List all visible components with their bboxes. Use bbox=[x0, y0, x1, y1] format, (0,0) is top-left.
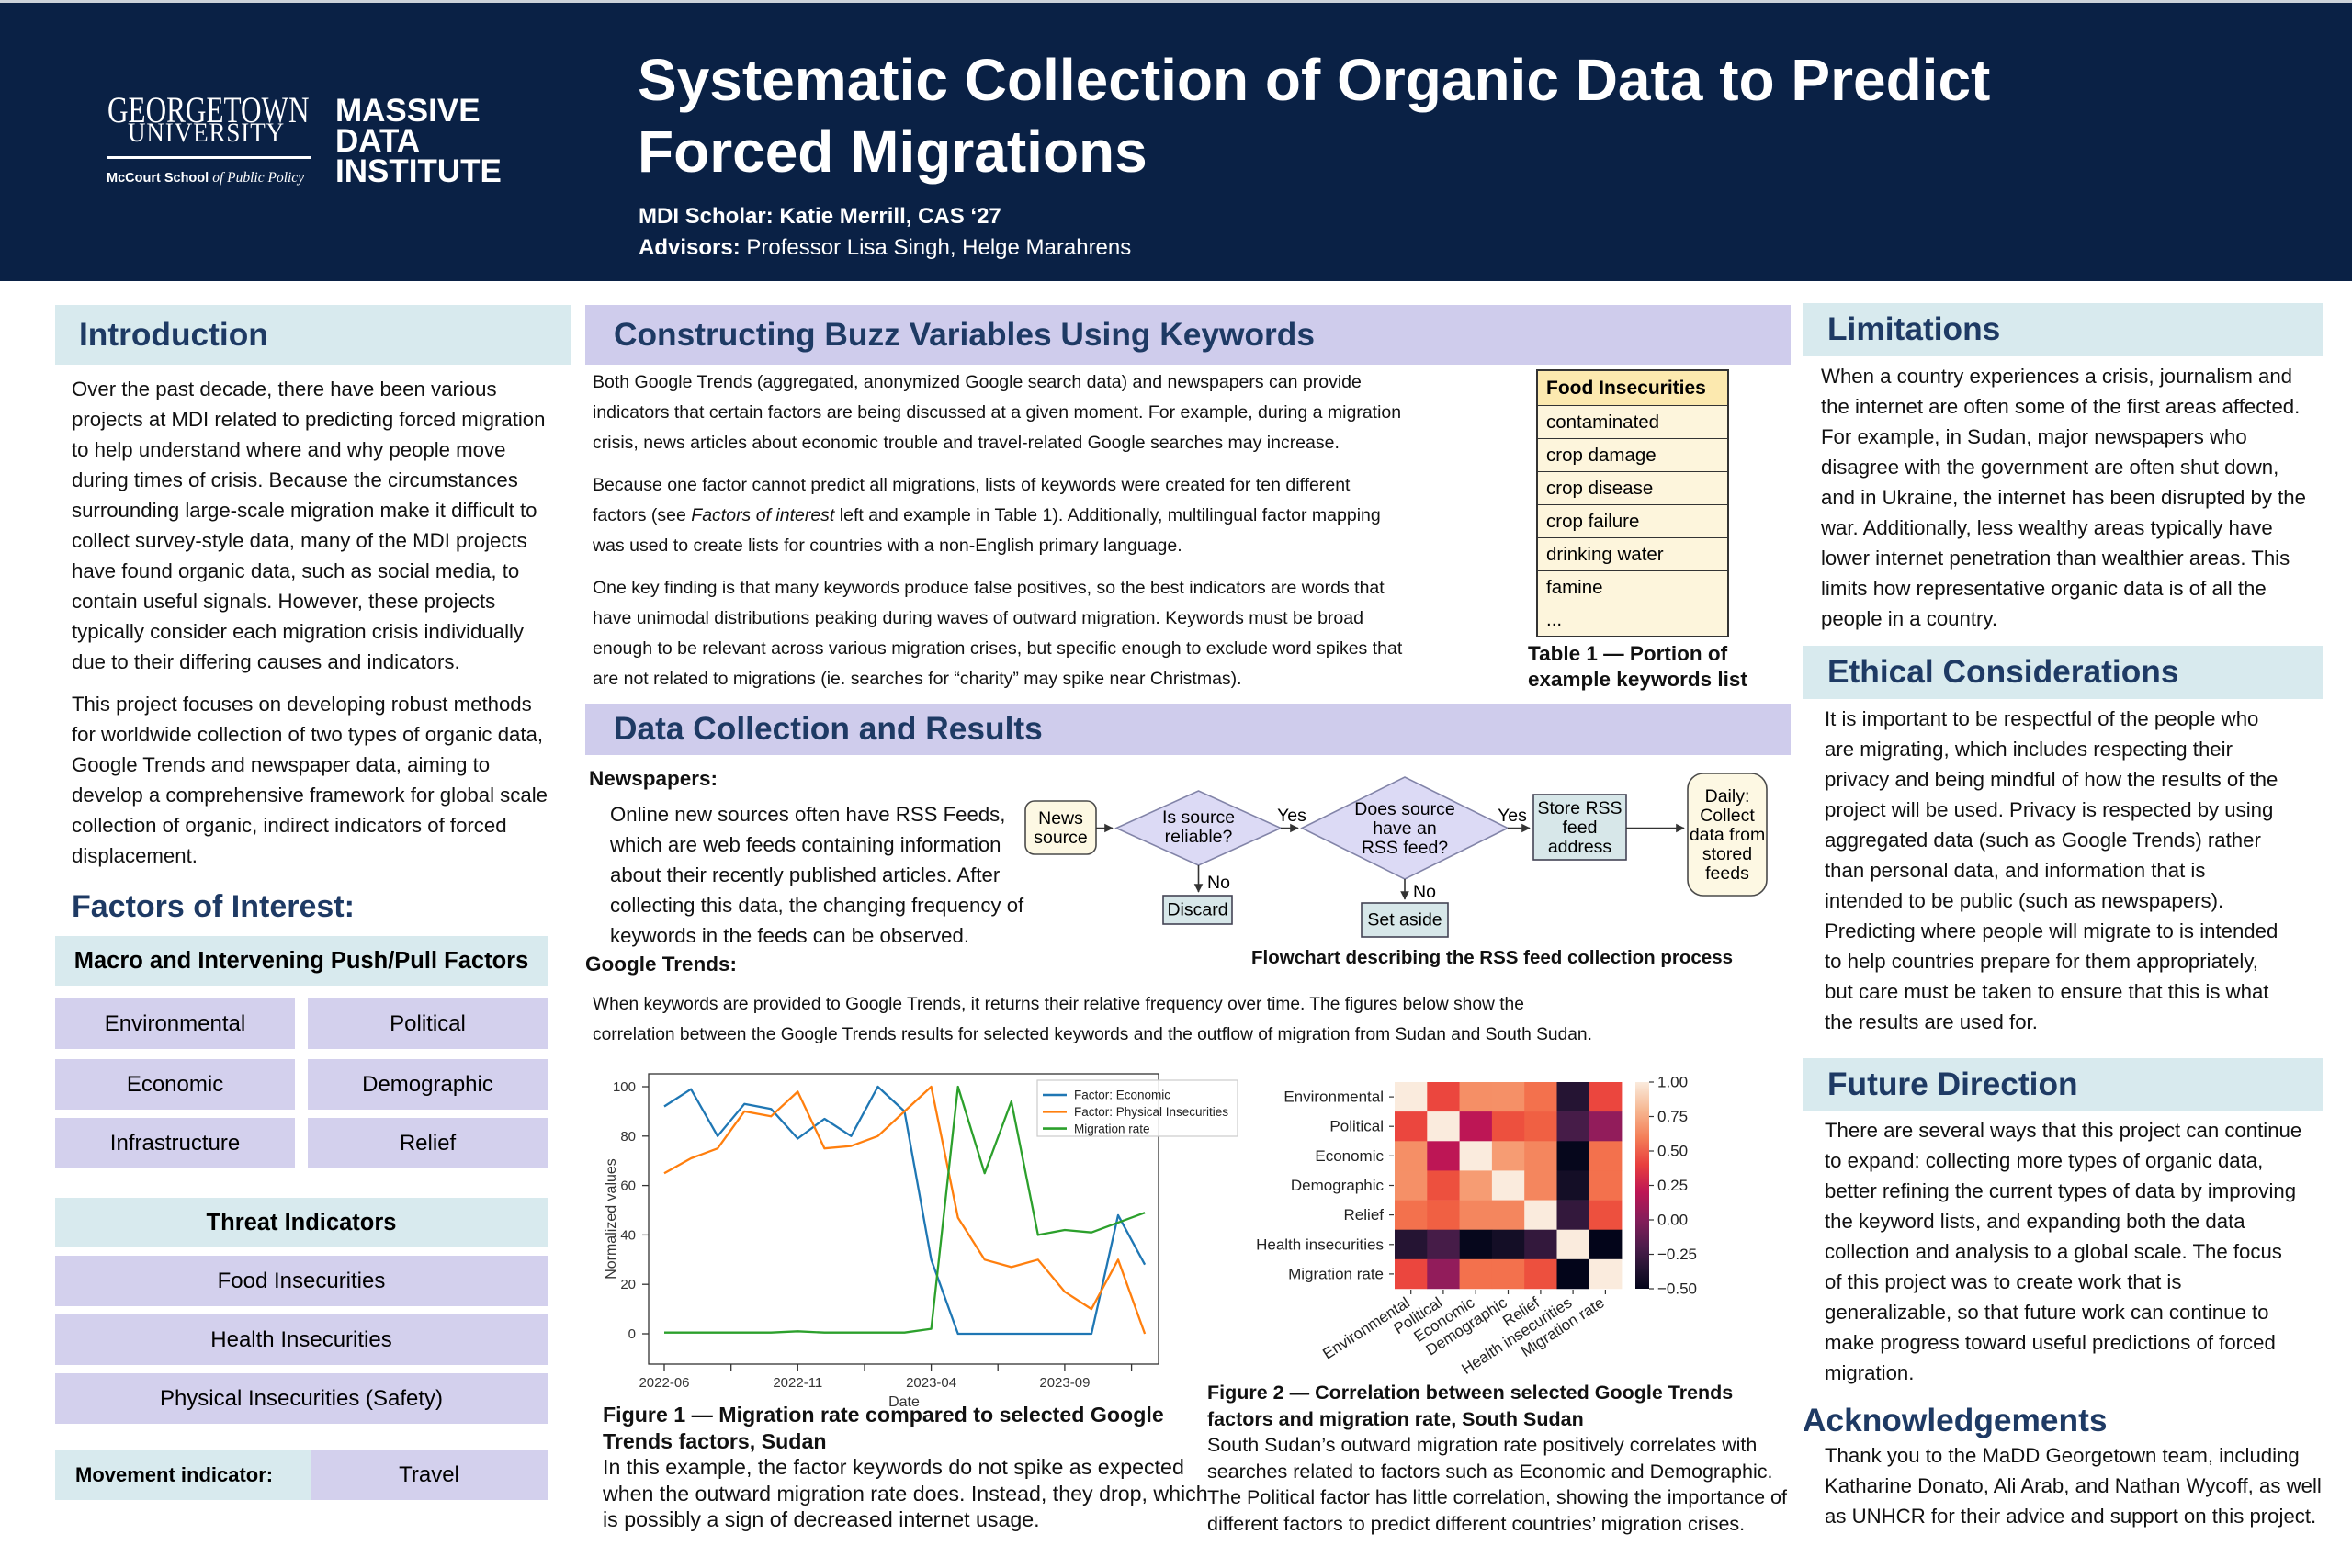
svg-text:2023-09: 2023-09 bbox=[1039, 1375, 1090, 1391]
svg-text:Collect: Collect bbox=[1700, 806, 1755, 826]
svg-text:1.00: 1.00 bbox=[1657, 1074, 1688, 1091]
svg-text:2023-04: 2023-04 bbox=[906, 1375, 956, 1391]
svg-text:Health insecurities: Health insecurities bbox=[1256, 1235, 1384, 1253]
svg-text:feeds: feeds bbox=[1705, 863, 1749, 884]
svg-text:Is source: Is source bbox=[1162, 807, 1235, 828]
svg-text:0: 0 bbox=[628, 1326, 636, 1342]
svg-text:0.25: 0.25 bbox=[1657, 1177, 1688, 1194]
svg-text:40: 40 bbox=[620, 1227, 636, 1243]
svg-text:News: News bbox=[1038, 808, 1083, 829]
svg-text:Date: Date bbox=[888, 1394, 920, 1410]
svg-text:−0.25: −0.25 bbox=[1657, 1246, 1697, 1263]
svg-text:RSS feed?: RSS feed? bbox=[1362, 838, 1448, 858]
svg-text:have an: have an bbox=[1373, 818, 1436, 839]
svg-text:No: No bbox=[1413, 882, 1436, 902]
svg-text:Environmental: Environmental bbox=[1283, 1089, 1384, 1106]
svg-text:Migration rate: Migration rate bbox=[1288, 1265, 1384, 1282]
svg-text:100: 100 bbox=[613, 1079, 636, 1095]
svg-text:2022-11: 2022-11 bbox=[773, 1375, 822, 1391]
svg-text:Normalized values: Normalized values bbox=[604, 1158, 619, 1280]
svg-text:60: 60 bbox=[620, 1179, 636, 1194]
svg-text:address: address bbox=[1548, 837, 1612, 857]
svg-text:Discard: Discard bbox=[1167, 900, 1227, 920]
svg-text:Store RSS: Store RSS bbox=[1537, 798, 1622, 818]
svg-text:Does source: Does source bbox=[1354, 799, 1454, 819]
svg-text:stored: stored bbox=[1702, 844, 1752, 864]
svg-text:No: No bbox=[1207, 873, 1230, 893]
svg-text:Migration rate: Migration rate bbox=[1074, 1122, 1150, 1135]
svg-text:source: source bbox=[1034, 828, 1088, 848]
svg-text:Political: Political bbox=[1329, 1118, 1384, 1135]
svg-text:Yes: Yes bbox=[1277, 806, 1306, 826]
svg-text:−0.50: −0.50 bbox=[1657, 1280, 1697, 1298]
svg-text:Yes: Yes bbox=[1498, 806, 1527, 826]
svg-text:feed: feed bbox=[1563, 818, 1598, 838]
svg-text:Factor: Economic: Factor: Economic bbox=[1074, 1089, 1170, 1102]
svg-text:data from: data from bbox=[1690, 825, 1765, 845]
svg-text:0.75: 0.75 bbox=[1657, 1108, 1688, 1125]
svg-text:Economic: Economic bbox=[1315, 1147, 1384, 1165]
svg-text:Demographic: Demographic bbox=[1291, 1177, 1385, 1194]
svg-text:2022-06: 2022-06 bbox=[639, 1375, 689, 1391]
svg-text:0.00: 0.00 bbox=[1657, 1212, 1688, 1229]
svg-text:20: 20 bbox=[620, 1277, 636, 1292]
svg-text:0.50: 0.50 bbox=[1657, 1143, 1688, 1160]
svg-text:reliable?: reliable? bbox=[1165, 827, 1233, 847]
svg-text:80: 80 bbox=[620, 1129, 636, 1145]
svg-text:Set aside: Set aside bbox=[1367, 910, 1442, 931]
svg-text:Factor: Physical Insecurities: Factor: Physical Insecurities bbox=[1074, 1105, 1228, 1119]
svg-text:Daily:: Daily: bbox=[1705, 786, 1750, 807]
svg-text:Relief: Relief bbox=[1344, 1206, 1385, 1224]
